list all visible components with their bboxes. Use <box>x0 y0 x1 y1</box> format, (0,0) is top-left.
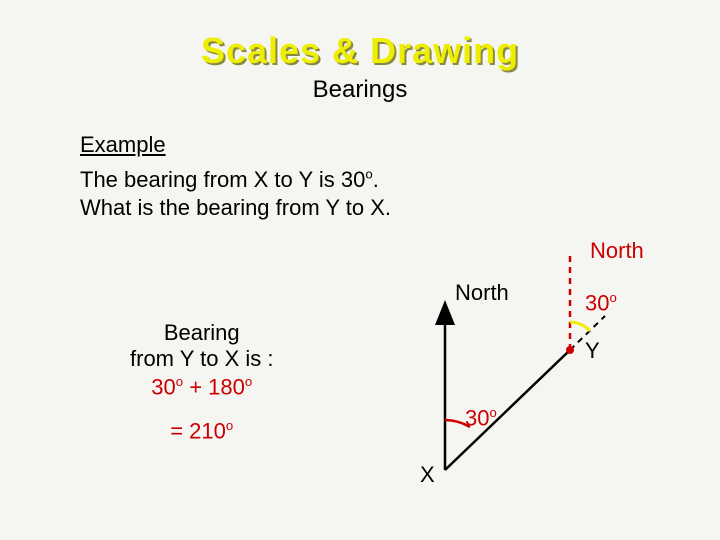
north-label-x: North <box>455 280 509 306</box>
solution-line1: Bearing <box>130 320 273 346</box>
example-label: Example <box>80 132 640 158</box>
problem-text: The bearing from X to Y is 30o. What is … <box>80 166 640 221</box>
solution-answer: = 210o <box>130 418 273 444</box>
point-y-dot <box>566 346 574 354</box>
problem-line1: The bearing from X to Y is 30o. <box>80 167 379 192</box>
point-y-label: Y <box>585 338 600 364</box>
slide-title: Scales & Drawing <box>80 30 640 72</box>
north-label-y: North <box>590 238 644 264</box>
problem-line2: What is the bearing from Y to X. <box>80 195 391 220</box>
angle-label-y: 30o <box>585 290 617 316</box>
point-x-label: X <box>420 462 435 488</box>
diagram-svg <box>395 240 675 520</box>
angle-arc-y <box>570 322 590 331</box>
slide-subtitle: Bearings <box>80 76 640 104</box>
xy-line <box>445 350 570 470</box>
solution-block: Bearing from Y to X is : 30o + 180o = 21… <box>130 320 273 445</box>
solution-line2: from Y to X is : <box>130 346 273 372</box>
angle-label-x: 30o <box>465 405 497 431</box>
solution-expression: 30o + 180o <box>130 374 273 400</box>
bearing-diagram: North North 30o 30o X Y <box>395 240 675 520</box>
